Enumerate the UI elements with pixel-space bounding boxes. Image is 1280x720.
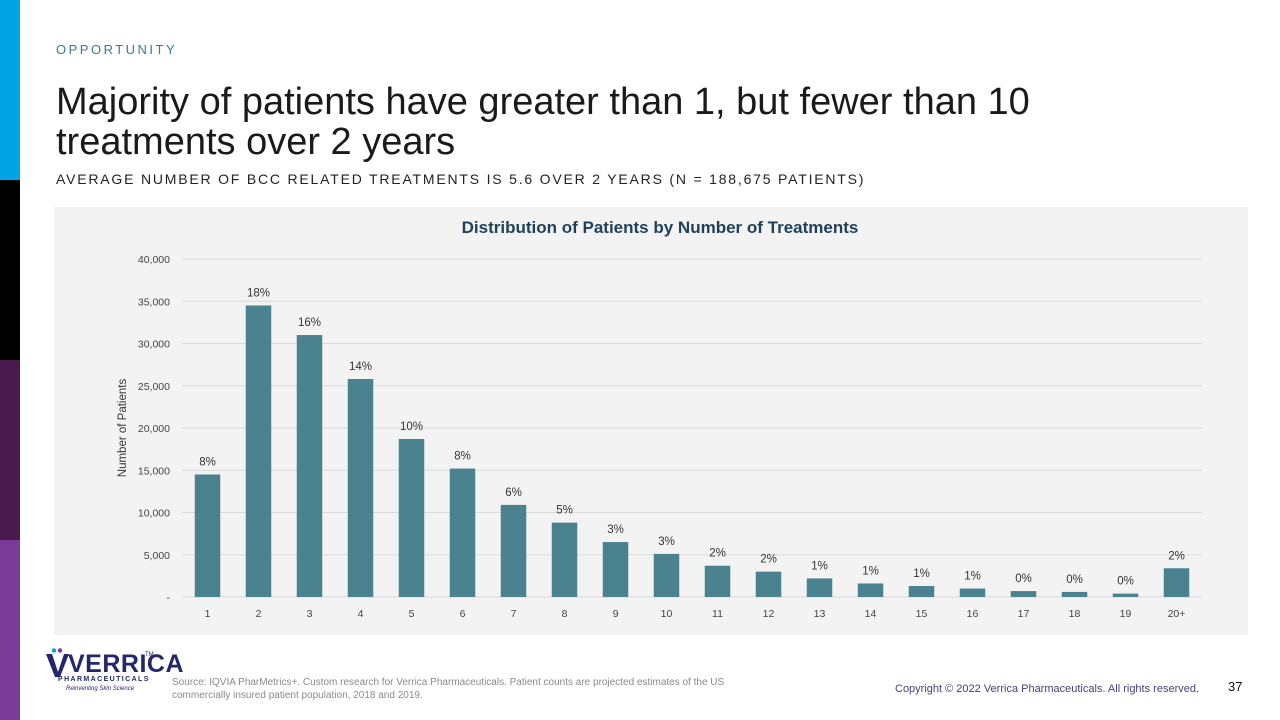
data-label: 3%	[607, 524, 624, 536]
bar	[602, 542, 629, 597]
x-tick-label: 13	[814, 608, 826, 620]
data-label: 2%	[709, 548, 726, 560]
x-tick-label: 10	[661, 608, 673, 620]
x-tick-label: 20+	[1168, 608, 1186, 620]
data-label: 16%	[298, 317, 321, 329]
x-tick-label: 9	[613, 608, 619, 620]
data-label: 2%	[760, 554, 777, 566]
data-label: 6%	[505, 487, 522, 499]
data-label: 0%	[1015, 573, 1032, 585]
x-tick-label: 12	[763, 608, 775, 620]
data-label: 14%	[349, 361, 372, 373]
data-label: 1%	[964, 571, 981, 583]
bar	[296, 335, 323, 597]
bar	[398, 438, 425, 597]
y-tick-label: 5,000	[144, 550, 170, 562]
logo-mark-icon	[46, 648, 69, 677]
y-tick-label: 25,000	[138, 381, 170, 393]
bar	[245, 305, 272, 597]
bar	[500, 504, 527, 597]
x-tick-label: 4	[358, 608, 364, 620]
data-label: 5%	[556, 505, 573, 517]
x-tick-label: 7	[511, 608, 517, 620]
bar	[857, 583, 884, 597]
x-tick-label: 1	[205, 608, 211, 620]
logo-trademark: TM	[145, 652, 154, 658]
bar	[1061, 591, 1088, 597]
y-tick-label: 40,000	[138, 254, 170, 266]
x-tick-label: 3	[307, 608, 313, 620]
x-tick-label: 11	[712, 608, 723, 620]
x-tick-label: 5	[409, 608, 415, 620]
bar	[347, 378, 374, 597]
bar	[194, 474, 221, 597]
data-label: 2%	[1168, 550, 1185, 562]
x-tick-label: 15	[916, 608, 928, 620]
bar	[551, 522, 578, 597]
bar	[1163, 568, 1190, 597]
bar	[755, 571, 782, 597]
y-tick-label: 15,000	[138, 465, 170, 477]
bar	[449, 468, 476, 597]
x-tick-label: 2	[256, 608, 262, 620]
bar	[653, 553, 680, 597]
copyright-text: Copyright © 2022 Verrica Pharmaceuticals…	[895, 683, 1200, 695]
verrica-logo: VERRICA TM PHARMACEUTICALS Reinventing S…	[44, 646, 184, 706]
bar	[959, 588, 986, 597]
slide-title: Majority of patients have greater than 1…	[56, 81, 1030, 163]
bar	[908, 586, 935, 597]
y-tick-label: 30,000	[138, 339, 170, 351]
x-tick-label: 18	[1069, 608, 1081, 620]
side-stripe-purple	[0, 540, 20, 720]
side-stripe-plum	[0, 360, 20, 540]
y-tick-label: 20,000	[138, 423, 170, 435]
x-tick-label: 16	[967, 608, 979, 620]
data-label: 0%	[1066, 574, 1083, 586]
source-note: Source: IQVIA PharMetrics+. Custom resea…	[172, 677, 725, 701]
data-label: 1%	[862, 565, 879, 577]
page-number: 37	[1228, 679, 1243, 694]
chart-panel: Distribution of Patients by Number of Tr…	[54, 207, 1248, 635]
x-tick-label: 8	[562, 608, 568, 620]
bar	[1112, 593, 1139, 597]
slide-subtitle: AVERAGE NUMBER OF BCC RELATED TREATMENTS…	[56, 171, 866, 187]
data-label: 0%	[1117, 576, 1134, 588]
y-axis-label: Number of Patients	[117, 379, 129, 478]
data-label: 8%	[199, 456, 216, 468]
bar	[1010, 591, 1037, 597]
data-label: 8%	[454, 451, 471, 463]
bar-chart: Distribution of Patients by Number of Tr…	[117, 218, 1202, 620]
side-stripe-blue	[0, 0, 20, 180]
bar	[704, 565, 731, 597]
x-tick-label: 6	[460, 608, 466, 620]
bar	[806, 578, 833, 597]
chart-title: Distribution of Patients by Number of Tr…	[462, 218, 859, 237]
logo-subtitle: PHARMACEUTICALS	[58, 676, 150, 683]
data-label: 10%	[400, 421, 423, 433]
data-label: 3%	[658, 536, 675, 548]
logo-name: VERRICA	[68, 650, 185, 678]
side-stripe-black	[0, 180, 20, 360]
x-tick-label: 19	[1120, 608, 1132, 620]
y-tick-label: 35,000	[138, 296, 170, 308]
logo-tagline: Reinventing Skin Science	[66, 686, 135, 692]
data-label: 1%	[913, 568, 930, 580]
x-tick-label: 17	[1018, 608, 1030, 620]
x-tick-label: 14	[865, 608, 877, 620]
y-tick-label: -	[167, 592, 171, 604]
data-label: 18%	[247, 287, 270, 299]
y-tick-label: 10,000	[138, 508, 170, 520]
section-eyebrow: OPPORTUNITY	[56, 42, 178, 57]
data-label: 1%	[811, 560, 828, 572]
